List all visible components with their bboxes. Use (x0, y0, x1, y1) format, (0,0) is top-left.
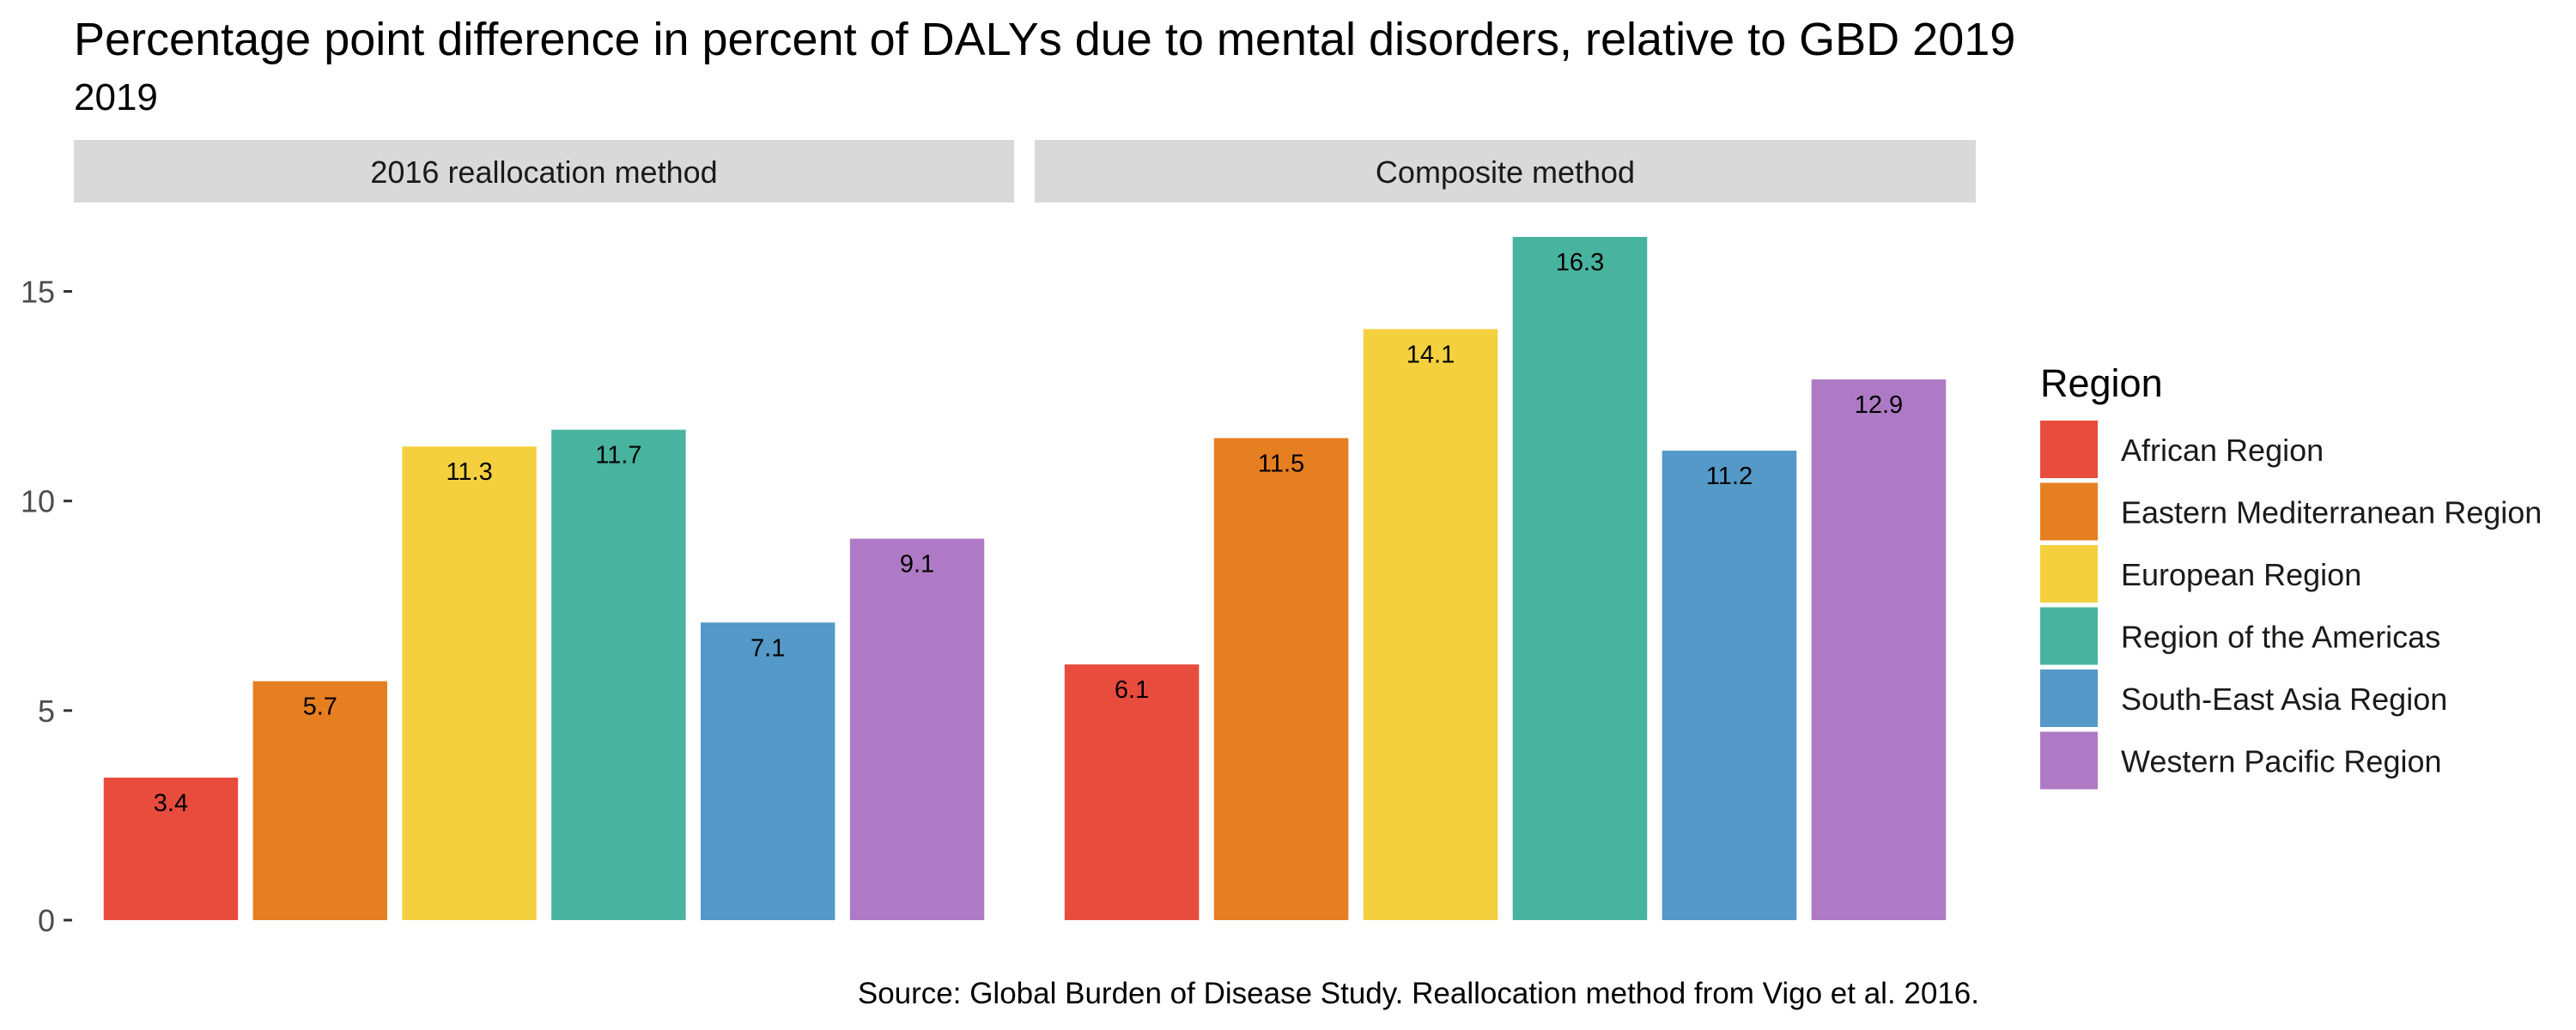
legend-label: Eastern Mediterranean Region (2121, 495, 2542, 530)
bar-value-label: 3.4 (154, 790, 188, 817)
chart-subtitle: 2019 (74, 76, 158, 118)
y-tick-label: 10 (21, 484, 55, 519)
bar-value-label: 5.7 (303, 694, 337, 721)
legend-swatch (2040, 607, 2098, 665)
facet-label: 2016 reallocation method (370, 154, 717, 190)
bar (1064, 664, 1200, 920)
legend-label: Region of the Americas (2121, 620, 2440, 655)
legend-label: African Region (2121, 433, 2324, 468)
facet-strip (1035, 140, 1976, 203)
bar (252, 681, 387, 920)
bar-value-label: 11.2 (1706, 463, 1753, 490)
bar-value-label: 9.1 (900, 551, 934, 579)
bar (1662, 451, 1797, 920)
chart-caption: Source: Global Burden of Disease Study. … (857, 977, 1979, 1010)
bar (849, 538, 985, 920)
bar (551, 429, 686, 920)
legend-label: Western Pacific Region (2121, 744, 2442, 779)
bar-value-label: 14.1 (1406, 341, 1455, 368)
legend-swatch (2040, 545, 2098, 603)
bar (402, 446, 537, 920)
legend-label: South-East Asia Region (2121, 682, 2447, 717)
facet-strip (74, 140, 1014, 203)
y-tick-label: 15 (21, 274, 55, 309)
bar (1213, 438, 1349, 920)
bar (103, 777, 239, 920)
legend-swatch (2040, 670, 2098, 727)
chart-title: Percentage point difference in percent o… (74, 14, 2016, 65)
bar-value-label: 11.5 (1258, 450, 1304, 477)
bar (1811, 379, 1947, 920)
facet-label: Composite method (1376, 154, 1635, 190)
bar-value-label: 7.1 (750, 634, 785, 662)
bar-value-label: 6.1 (1115, 676, 1149, 704)
legend-label: European Region (2121, 557, 2361, 592)
bar (1363, 329, 1498, 921)
legend-title: Region (2040, 361, 2163, 405)
legend-swatch (2040, 731, 2098, 790)
bar (701, 622, 835, 920)
legend-swatch (2040, 482, 2098, 541)
y-tick-label: 5 (38, 694, 55, 729)
bar-value-label: 12.9 (1855, 391, 1903, 419)
legend-swatch (2040, 421, 2098, 478)
bar-value-label: 11.7 (595, 442, 641, 470)
bar (1512, 237, 1648, 920)
bar-value-label: 16.3 (1556, 249, 1604, 276)
y-tick-label: 0 (38, 903, 55, 938)
bar-value-label: 11.3 (446, 458, 492, 486)
